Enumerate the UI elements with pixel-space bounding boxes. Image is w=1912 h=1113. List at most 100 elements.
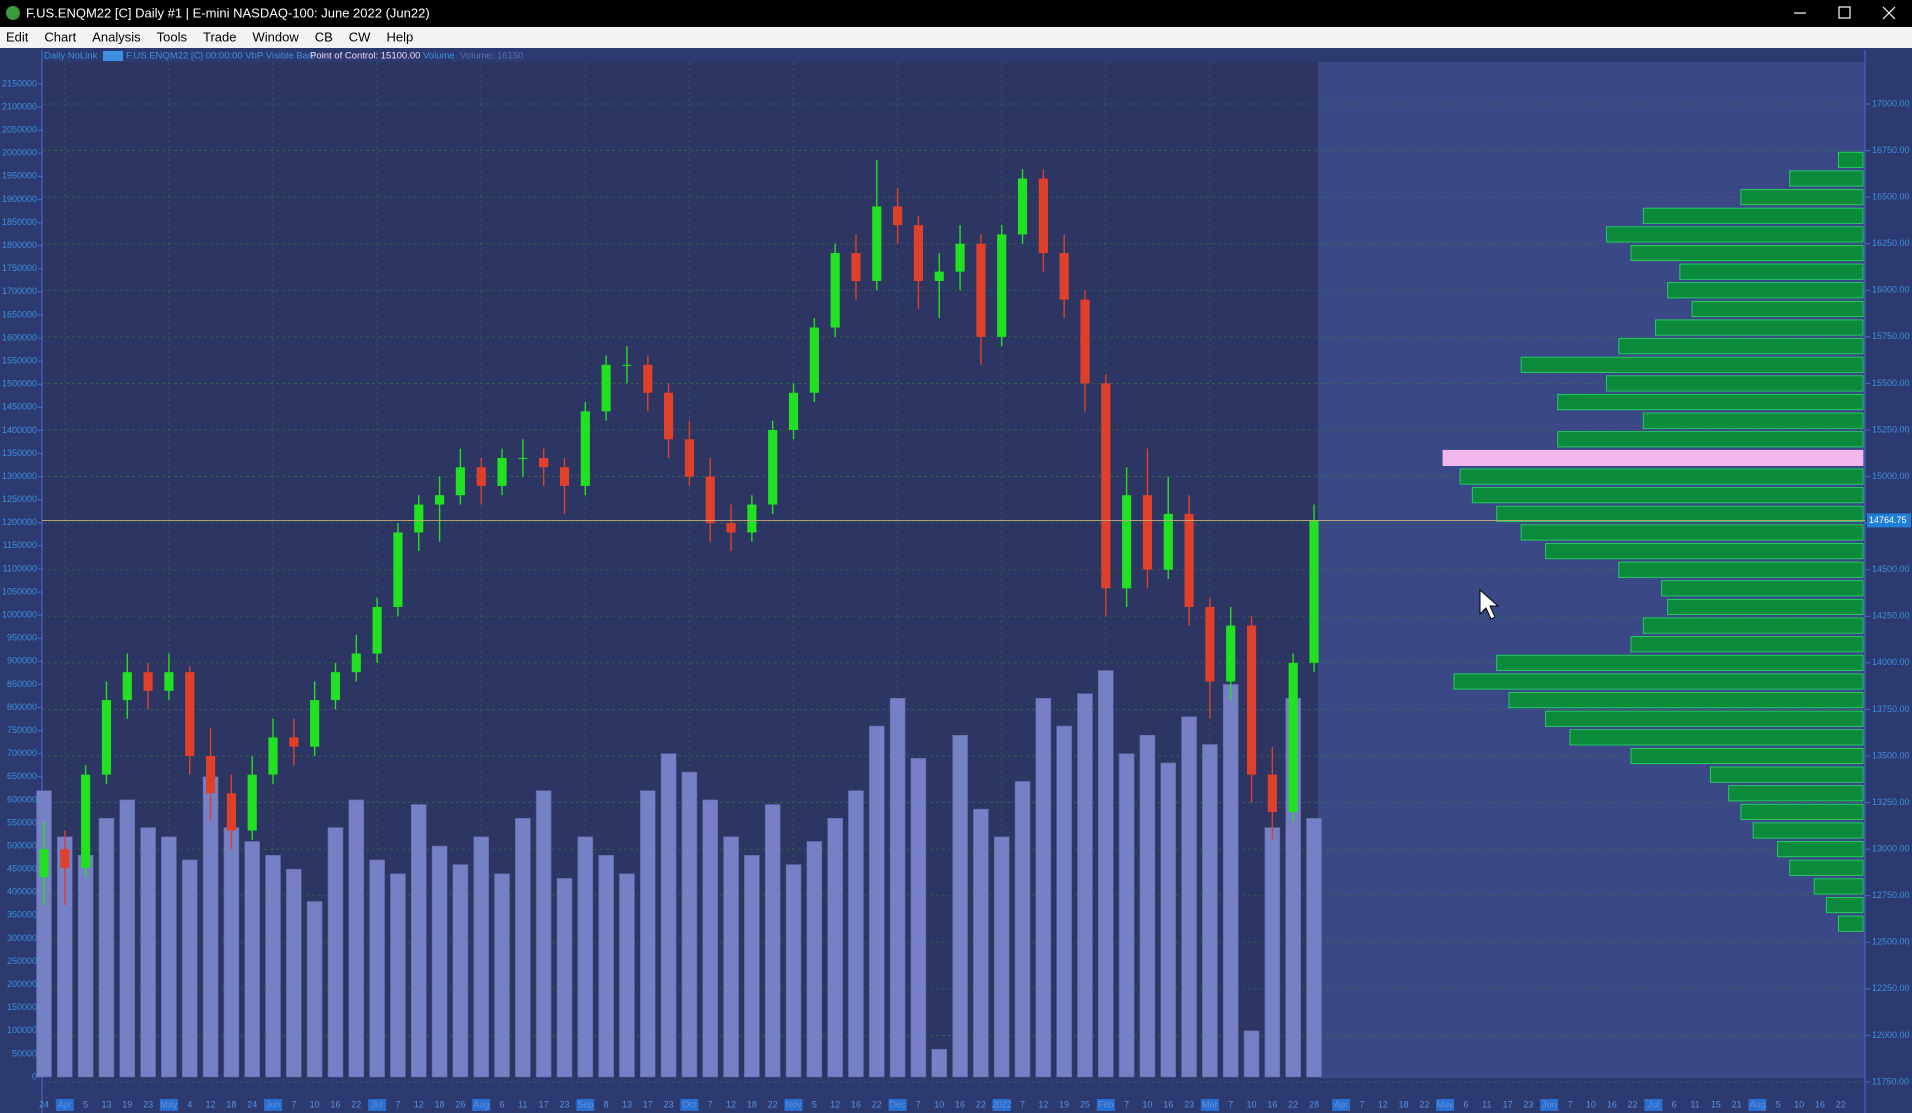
candle-body xyxy=(747,504,757,533)
x-tick-label: 19 xyxy=(1059,1099,1069,1109)
volume-tick-label: 1900000 xyxy=(2,194,37,204)
menu-item[interactable]: CW xyxy=(349,29,371,44)
profile-bar xyxy=(1520,356,1864,373)
volume-bar xyxy=(785,864,802,1078)
menu-item[interactable]: Edit xyxy=(6,29,29,44)
x-tick-label: 7 xyxy=(1020,1099,1025,1109)
candle-body xyxy=(60,849,70,868)
month-box xyxy=(55,1099,74,1111)
profile-bar xyxy=(1667,282,1864,299)
chart: Daily NoLink F.US.ENQM22 [C] 00:00:00 VbP… xyxy=(2,51,1911,1111)
month-box xyxy=(1540,1099,1559,1111)
candle-body xyxy=(1205,606,1215,682)
x-tick-label: 10 xyxy=(310,1099,320,1109)
volume-bar xyxy=(619,873,635,1078)
window-controls[interactable] xyxy=(1794,6,1896,20)
candle-body xyxy=(934,271,944,281)
candle-body xyxy=(622,364,632,366)
candle-body xyxy=(247,774,257,831)
volume-tick-label: 600000 xyxy=(7,794,37,804)
volume-tick-label: 450000 xyxy=(7,864,37,874)
candle-body xyxy=(976,243,986,337)
volume-bar xyxy=(223,827,240,1078)
profile-bar xyxy=(1459,468,1864,485)
maximize[interactable] xyxy=(1838,6,1851,19)
x-tick-label: 11 xyxy=(1482,1099,1491,1109)
x-tick-label: 17 xyxy=(1503,1099,1513,1109)
month-box xyxy=(784,1099,803,1111)
x-tick-label: 11 xyxy=(518,1099,527,1109)
x-tick-label: 7 xyxy=(1568,1099,1573,1109)
volume-bar xyxy=(952,734,968,1078)
x-tick-label: 16 xyxy=(1607,1099,1617,1109)
menu-item[interactable]: Trade xyxy=(203,29,236,44)
menu-item[interactable]: CB xyxy=(315,29,333,44)
close[interactable] xyxy=(1882,6,1896,20)
x-tick-label: 23 xyxy=(1523,1099,1533,1109)
menu-item[interactable]: Tools xyxy=(157,29,188,44)
volume-tick-label: 50000 xyxy=(12,1048,37,1058)
volume-tick-label: 850000 xyxy=(7,679,37,689)
x-tick-label: 6 xyxy=(1672,1099,1677,1109)
month-box xyxy=(1436,1099,1455,1111)
candle-body xyxy=(893,206,903,226)
candle-body xyxy=(1246,625,1257,775)
profile-bar xyxy=(1630,747,1864,765)
profile-bar xyxy=(1667,598,1864,616)
volume-bar xyxy=(1098,670,1114,1078)
x-tick-label: 26 xyxy=(455,1099,465,1109)
x-tick-label: 22 xyxy=(768,1099,778,1109)
volume-bar xyxy=(431,845,448,1078)
profile-bar xyxy=(1655,319,1864,336)
candle-body xyxy=(601,364,611,412)
x-tick-label: 17 xyxy=(539,1099,549,1109)
month-box xyxy=(992,1099,1011,1111)
y-tick-label: 12000.00 xyxy=(1872,1030,1910,1040)
x-tick-label: Aug xyxy=(1749,1099,1765,1109)
volume-bar xyxy=(889,697,906,1078)
profile-bar xyxy=(1709,766,1864,783)
menu-item[interactable]: Window xyxy=(252,29,299,44)
menu-item[interactable]: Analysis xyxy=(92,29,141,44)
x-tick-label: Feb xyxy=(1098,1099,1114,1109)
candle-body xyxy=(539,457,549,468)
candle-body xyxy=(1038,178,1048,254)
candle-body xyxy=(226,793,236,831)
candle-body xyxy=(788,392,799,430)
x-tick-label: Aug xyxy=(473,1099,489,1109)
volume-bar xyxy=(306,901,323,1078)
volume-bar xyxy=(1056,725,1072,1078)
status-text: Daily NoLink xyxy=(44,51,98,62)
menu-item[interactable]: Help xyxy=(386,29,413,44)
x-tick-label: 6 xyxy=(500,1099,505,1109)
menu-item[interactable]: Chart xyxy=(44,29,76,44)
volume-bar xyxy=(535,790,552,1078)
profile-bar xyxy=(1740,189,1864,206)
candle-body xyxy=(664,392,674,440)
window-title: F.US.ENQM22 [C] Daily #1 | E-mini NASDAQ… xyxy=(26,5,430,20)
candle-body xyxy=(809,327,819,393)
candle-body xyxy=(185,672,195,756)
volume-bar xyxy=(764,804,781,1078)
volume-bar xyxy=(1139,734,1156,1078)
x-tick-label: 5 xyxy=(83,1099,88,1109)
x-tick-label: 12 xyxy=(1378,1099,1388,1109)
candle-body xyxy=(1184,513,1194,607)
menu-bar xyxy=(0,27,1912,48)
candle-body xyxy=(330,672,341,701)
candle-body xyxy=(1309,520,1319,663)
x-tick-label: 12 xyxy=(726,1099,736,1109)
x-tick-label: 23 xyxy=(1184,1099,1194,1109)
volume-tick-label: 1000000 xyxy=(2,610,37,620)
profile-poc xyxy=(1442,449,1864,466)
volume-tick-label: 750000 xyxy=(7,725,37,735)
candle-body xyxy=(518,457,528,459)
last-price-label: 14764.75 xyxy=(1869,515,1907,525)
month-box xyxy=(368,1099,387,1111)
volume-tick-label: 2150000 xyxy=(2,78,37,88)
volume-bar xyxy=(348,799,365,1078)
volume-bar xyxy=(993,836,1010,1078)
candle-body xyxy=(143,672,153,691)
month-box xyxy=(1644,1099,1663,1111)
x-tick-label: 6 xyxy=(1463,1099,1468,1109)
